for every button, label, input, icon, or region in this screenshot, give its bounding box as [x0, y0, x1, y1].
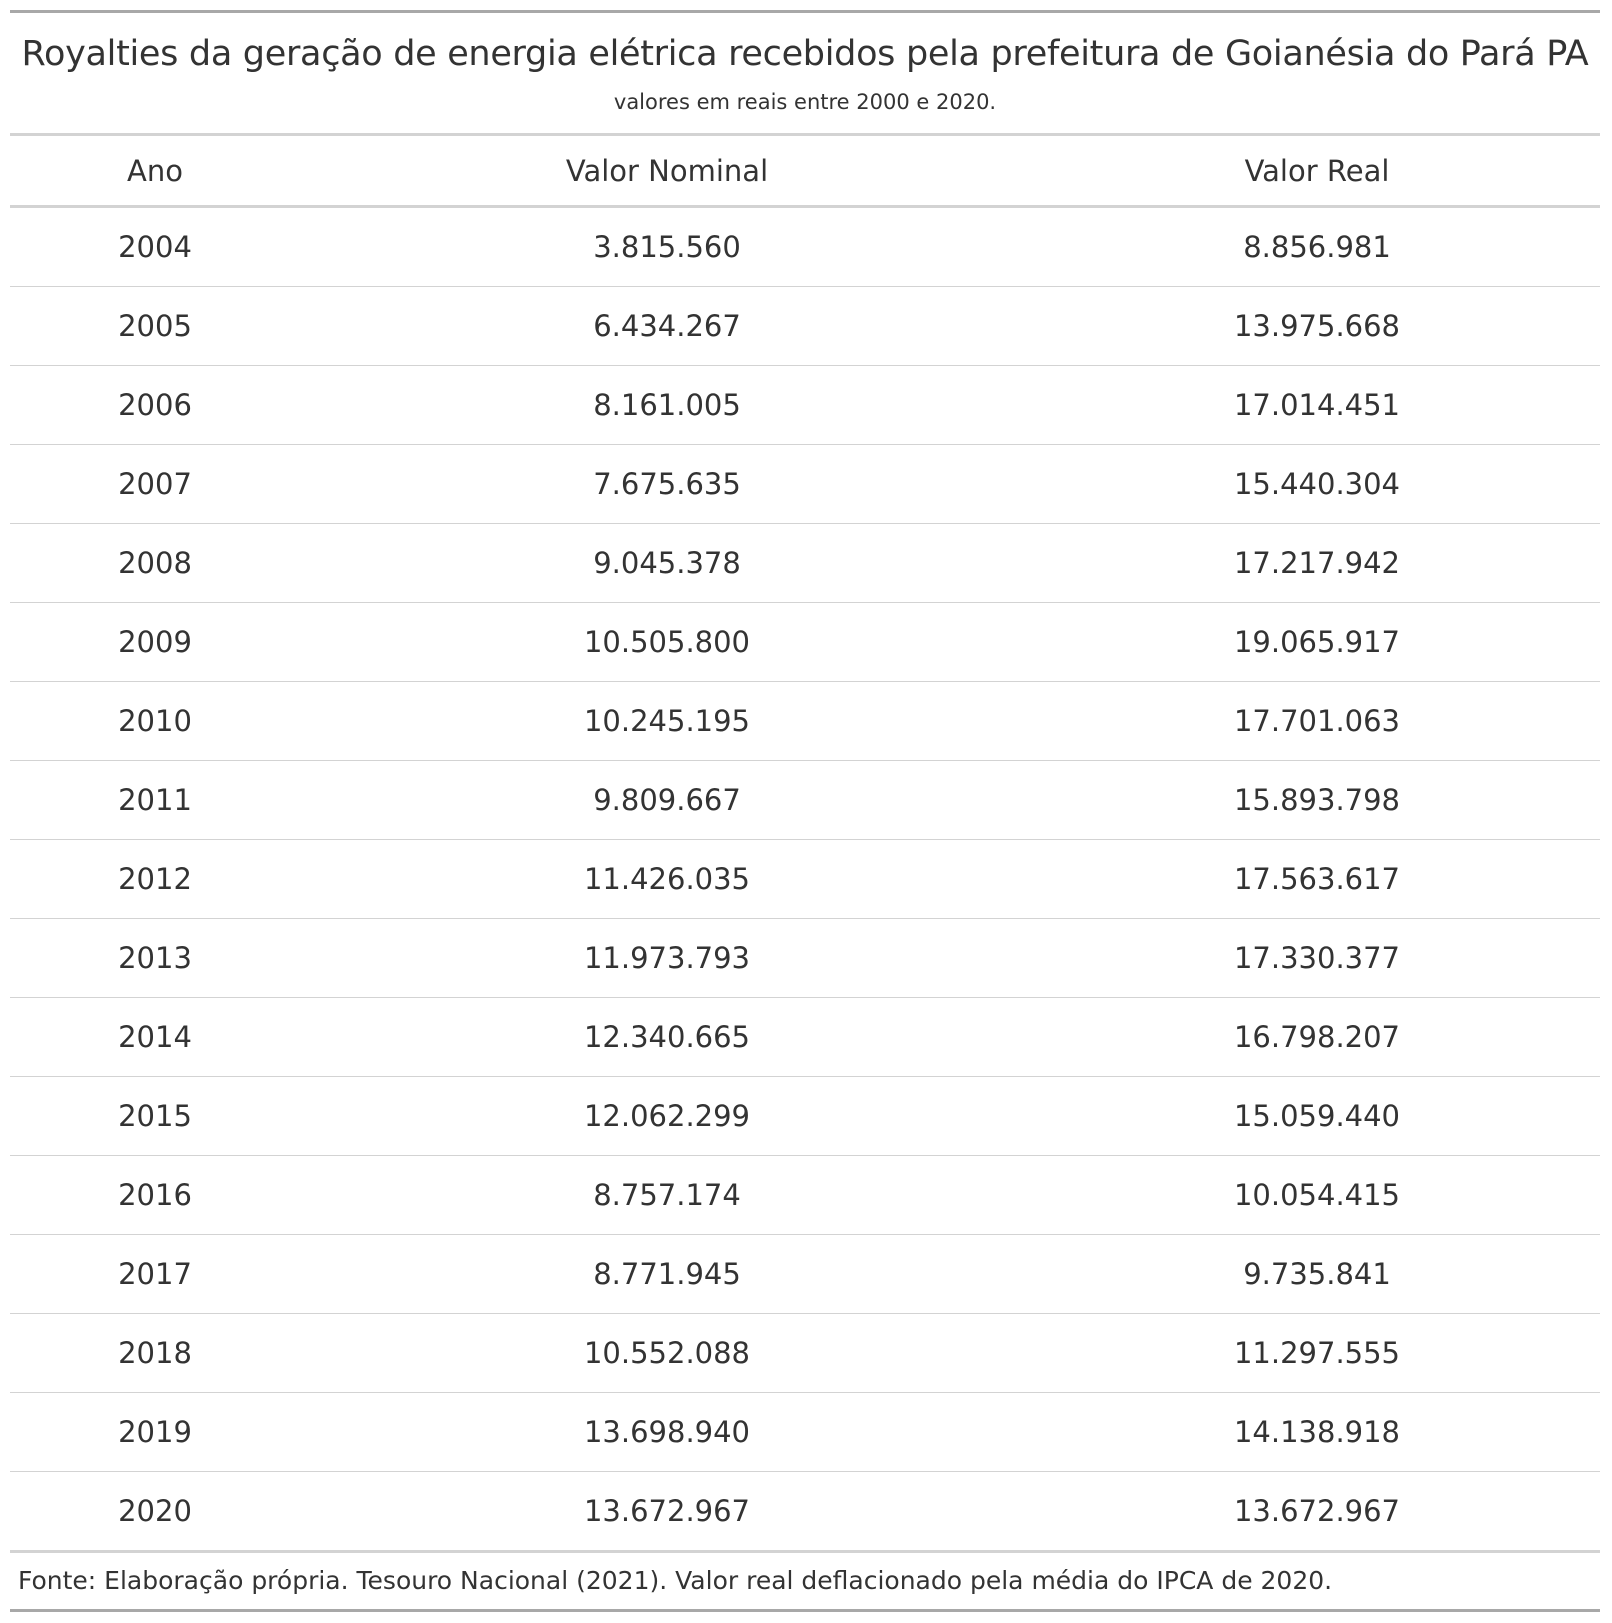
- title: Royalties da geração de energia elétrica…: [21, 34, 1589, 74]
- table-cell: 2016: [118, 1178, 192, 1212]
- subtitle: valores em reais entre 2000 e 2020.: [613, 90, 997, 114]
- table-cell: 2011: [118, 783, 192, 817]
- table-cell: 3.815.560: [593, 230, 741, 264]
- table-cell: 2009: [118, 625, 192, 659]
- table-cell: 11.297.555: [1233, 1336, 1401, 1370]
- table-cell: 2018: [118, 1336, 192, 1370]
- table-cell: 6.434.267: [593, 309, 741, 343]
- table-row: 2015 12.062.299 15.059.440: [10, 1077, 1600, 1156]
- table-cell: 15.059.440: [1233, 1099, 1401, 1133]
- table-cell: 2019: [118, 1415, 192, 1449]
- table-row: 2019 13.698.940 14.138.918: [10, 1393, 1600, 1472]
- table-row: 2005 6.434.267 13.975.668: [10, 287, 1600, 366]
- header-row: Ano Valor Nominal Valor Real: [10, 136, 1600, 208]
- column-header: Valor Nominal: [565, 153, 769, 188]
- table-cell: 10.552.088: [583, 1336, 751, 1370]
- table-cell: 8.771.945: [593, 1257, 741, 1291]
- column-header: Valor Real: [1244, 153, 1390, 188]
- table-row: 2010 10.245.195 17.701.063: [10, 682, 1600, 761]
- table-row: 2004 3.815.560 8.856.981: [10, 208, 1600, 287]
- table-cell: 2006: [118, 388, 192, 422]
- table-cell: 11.973.793: [583, 941, 751, 975]
- table-cell: 9.809.667: [593, 783, 741, 817]
- table-cell: 2020: [118, 1494, 192, 1528]
- table-cell: 17.217.942: [1233, 546, 1401, 580]
- source-note: Fonte: Elaboração própria. Tesouro Nacio…: [18, 1566, 1333, 1595]
- table-cell: 10.245.195: [583, 704, 751, 738]
- table-cell: 11.426.035: [583, 862, 751, 896]
- table-cell: 2017: [118, 1257, 192, 1291]
- table-cell: 10.054.415: [1233, 1178, 1401, 1212]
- table-cell: 15.440.304: [1233, 467, 1401, 501]
- table-cell: 2010: [118, 704, 192, 738]
- table-cell: 2015: [118, 1099, 192, 1133]
- table-cell: 19.065.917: [1233, 625, 1401, 659]
- table-container: Royalties da geração de energia elétrica…: [10, 10, 1600, 1612]
- table-cell: 10.505.800: [583, 625, 751, 659]
- table-cell: 2013: [118, 941, 192, 975]
- table-row: 2011 9.809.667 15.893.798: [10, 761, 1600, 840]
- table-cell: 17.014.451: [1233, 388, 1401, 422]
- table-row: 2012 11.426.035 17.563.617: [10, 840, 1600, 919]
- table-row: 2016 8.757.174 10.054.415: [10, 1156, 1600, 1235]
- table-cell: 2005: [118, 309, 192, 343]
- table-cell: 8.757.174: [593, 1178, 741, 1212]
- table-cell: 17.563.617: [1233, 862, 1401, 896]
- table-cell: 7.675.635: [593, 467, 741, 501]
- table-cell: 2007: [118, 467, 192, 501]
- table-cell: 9.735.841: [1243, 1257, 1391, 1291]
- table-cell: 2014: [118, 1020, 192, 1054]
- table-row: 2006 8.161.005 17.014.451: [10, 366, 1600, 445]
- table-row: 2008 9.045.378 17.217.942: [10, 524, 1600, 603]
- table-heading: Royalties da geração de energia elétrica…: [10, 13, 1600, 136]
- table-cell: 14.138.918: [1233, 1415, 1401, 1449]
- table-row: 2009 10.505.800 19.065.917: [10, 603, 1600, 682]
- table-cell: 17.330.377: [1233, 941, 1401, 975]
- table-row: 2013 11.973.793 17.330.377: [10, 919, 1600, 998]
- table-cell: 13.672.967: [583, 1494, 751, 1528]
- table-cell: 13.975.668: [1233, 309, 1401, 343]
- table-cell: 15.893.798: [1233, 783, 1401, 817]
- table-row: 2017 8.771.945 9.735.841: [10, 1235, 1600, 1314]
- table-row: 2020 13.672.967 13.672.967: [10, 1472, 1600, 1553]
- table-cell: 16.798.207: [1233, 1020, 1401, 1054]
- table-cell: 8.161.005: [593, 388, 741, 422]
- table-cell: 12.340.665: [583, 1020, 751, 1054]
- table-body: 2004 3.815.560 8.856.981 2005 6.434.267 13.97…: [10, 208, 1600, 1553]
- table-cell: 2004: [118, 230, 192, 264]
- table-cell: 2012: [118, 862, 192, 896]
- table-cell: 2008: [118, 546, 192, 580]
- table-cell: 13.698.940: [583, 1415, 751, 1449]
- table-row: 2018 10.552.088 11.297.555: [10, 1314, 1600, 1393]
- table-cell: 9.045.378: [593, 546, 741, 580]
- table-cell: 12.062.299: [583, 1099, 751, 1133]
- table-cell: 17.701.063: [1233, 704, 1401, 738]
- table-cell: 13.672.967: [1233, 1494, 1401, 1528]
- table-row: 2014 12.340.665 16.798.207: [10, 998, 1600, 1077]
- table-cell: 8.856.981: [1243, 230, 1391, 264]
- column-header: Ano: [127, 153, 183, 188]
- table-row: 2007 7.675.635 15.440.304: [10, 445, 1600, 524]
